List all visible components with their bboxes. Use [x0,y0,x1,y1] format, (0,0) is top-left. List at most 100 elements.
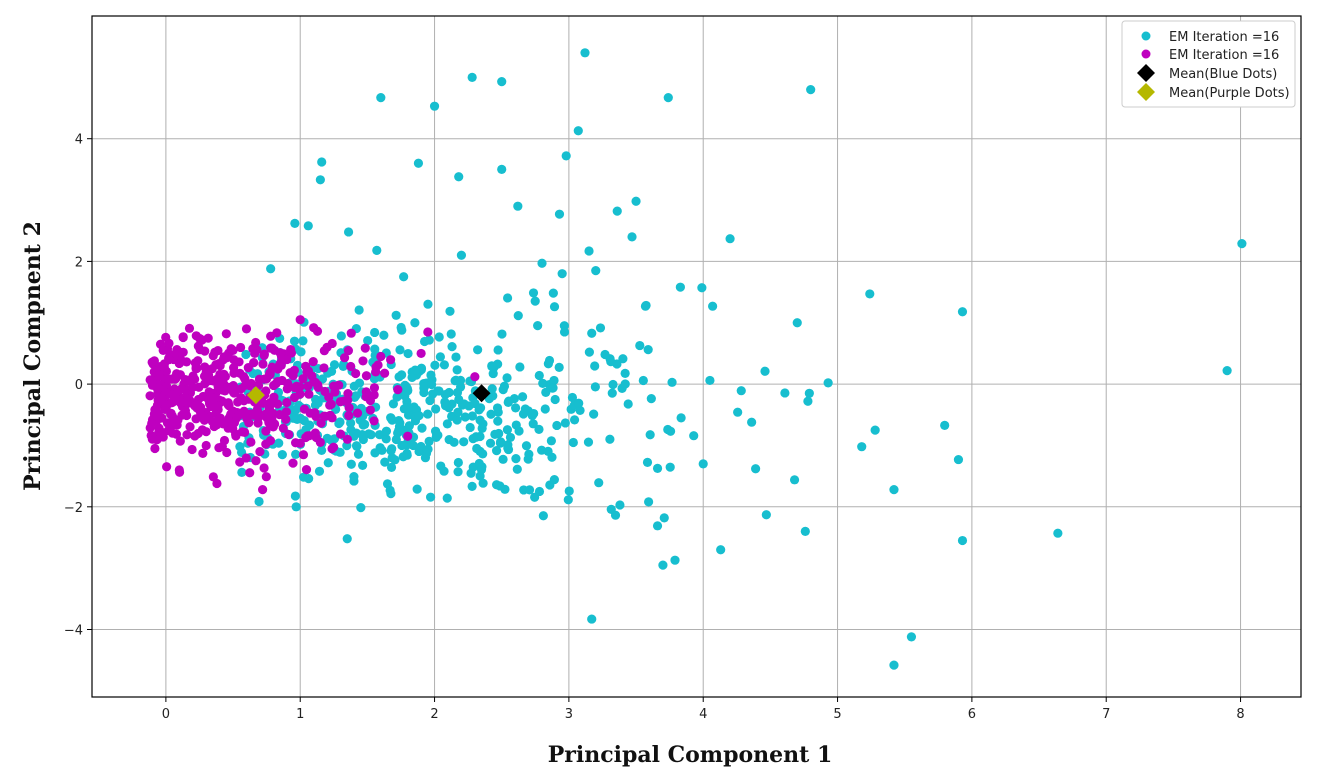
purple-dot [261,439,271,449]
blue-dot [561,151,571,161]
purple-dot [360,343,370,353]
blue-dot [540,404,550,414]
purple-dot [298,450,309,460]
blue-dot [548,383,558,393]
purple-dot [197,335,207,345]
blue-dot [534,370,544,381]
blue-dot [725,234,735,244]
blue-dot [549,302,560,312]
blue-dot [605,434,615,444]
purple-dot [166,409,176,419]
blue-dot [454,394,464,405]
blue-dot [412,484,422,494]
blue-dot [423,299,433,309]
purple-dot [335,429,346,439]
blue-dot [546,436,556,446]
blue-dot [512,464,522,474]
purple-dot [213,381,223,392]
blue-dot [652,463,663,473]
blue-dot [266,264,276,274]
blue-dot [459,437,469,447]
purple-dot [235,342,246,353]
blue-dot [426,370,436,380]
blue-dot [413,158,424,168]
purple-dot [282,354,292,365]
blue-dot [429,101,440,111]
blue-dot [569,415,580,425]
purple-dot [230,429,241,439]
blue-dot [584,246,594,256]
purple-dot [386,355,396,365]
legend-marker-purple-dots [1141,49,1151,59]
blue-dot [298,336,308,346]
purple-dot [228,345,238,355]
purple-dot [371,367,381,377]
blue-dot [559,327,570,337]
purple-dot [184,323,195,333]
legend-label-mean-blue: Mean(Blue Dots) [1169,67,1277,82]
purple-dot [266,331,276,341]
purple-dot [229,418,240,428]
legend-label-mean-purple: Mean(Purple Dots) [1169,86,1290,101]
blue-dot [439,360,449,370]
purple-dot [319,363,329,373]
purple-dot [273,399,283,409]
blue-dot [490,429,500,439]
blue-dot [289,336,300,346]
blue-dot [530,296,540,306]
purple-dot [150,434,160,444]
purple-dot [403,431,413,441]
data-points [145,48,1247,670]
purple-dot [174,358,184,369]
blue-dot [452,365,462,375]
purple-dot [255,446,265,457]
blue-dot [380,457,390,467]
purple-dot [249,410,259,420]
blue-dot [497,329,507,339]
blue-dot [652,521,663,531]
purple-dot [183,375,194,385]
purple-dot [149,356,159,366]
purple-dot [276,360,286,370]
blue-dot [487,384,497,394]
blue-dot [589,409,599,419]
purple-dot [269,380,279,391]
blue-dot [425,395,435,406]
purple-dot [229,368,239,378]
blue-dot [423,409,433,419]
purple-dot [342,434,353,444]
blue-dot [467,72,477,82]
purple-dot [222,417,232,427]
purple-dot [288,458,298,468]
tick-labels: 0 1 2 3 4 5 6 7 8 −4 −2 0 2 4 [64,133,1245,722]
blue-dot [399,272,409,282]
purple-dot [246,437,256,447]
blue-dot [552,420,562,431]
blue-dot [800,526,810,536]
blue-dot [351,441,362,451]
blue-dot [560,418,570,428]
blue-dot [452,387,463,398]
blue-dot [354,378,365,388]
blue-dot [953,454,964,465]
blue-dot [640,301,651,311]
blue-dot [493,416,503,426]
purple-dot [339,396,349,406]
blue-dot [241,349,251,360]
blue-dot [538,511,548,521]
blue-dot [451,352,461,362]
purple-dot [241,453,251,463]
blue-dot [356,503,366,513]
purple-dot [222,447,232,458]
blue-dot [349,471,359,482]
blue-dot [534,486,545,497]
blue-dot [564,486,574,496]
purple-dot [327,444,337,454]
purple-dot [200,346,210,356]
x-tick-label: 8 [1236,707,1244,722]
blue-dot [434,332,444,342]
blue-dot [607,388,617,398]
blue-dot [548,288,558,298]
blue-dot [419,382,430,392]
purple-dot [250,348,260,358]
